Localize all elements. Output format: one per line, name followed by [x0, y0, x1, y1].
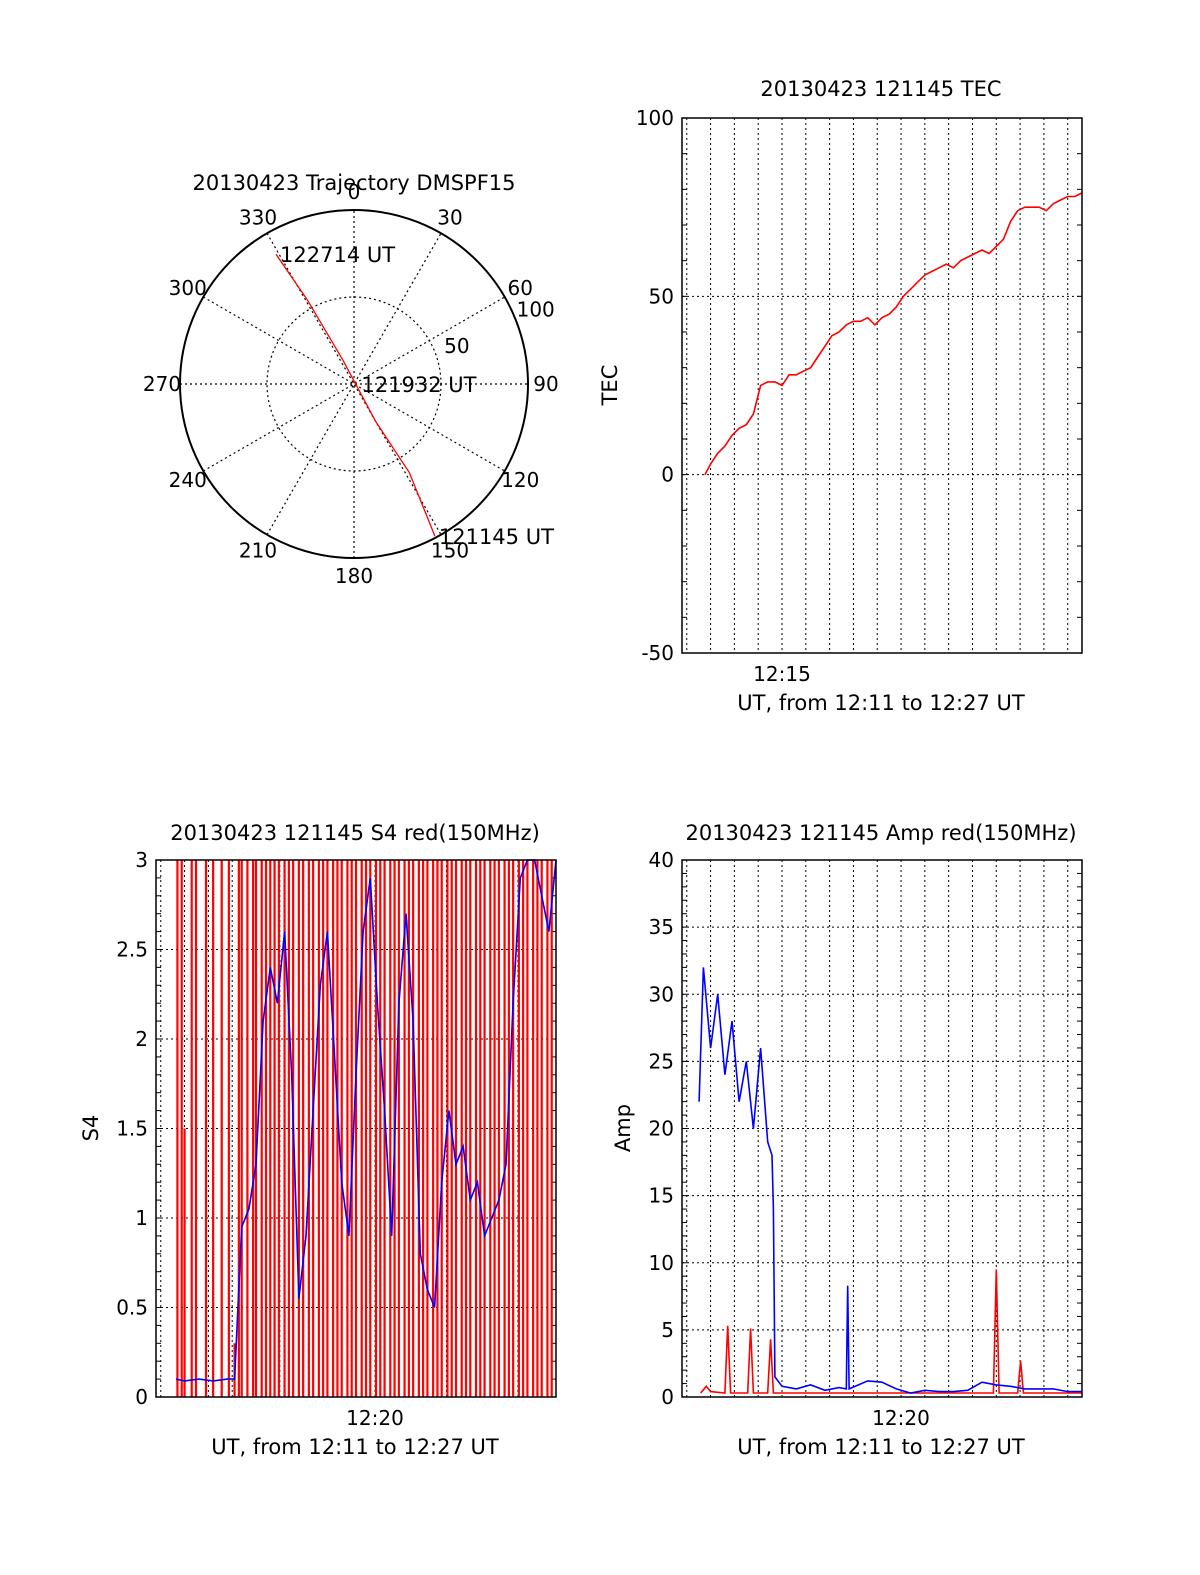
s4-title: 20130423 121145 S4 red(150MHz) — [170, 821, 540, 845]
polar-radius-ticks: 50 100 — [444, 297, 555, 358]
polar-grid-spoke — [203, 296, 505, 472]
polar-angle-tick-label: 210 — [239, 538, 277, 562]
polar-angle-tick-label: 60 — [508, 276, 533, 300]
s4-ytick-label: 0.5 — [116, 1296, 148, 1320]
amp-series-line — [698, 967, 1082, 1394]
polar-grid-spoke — [266, 233, 442, 535]
polar-annotation-label: 121932 UT — [361, 373, 476, 397]
polar-radius-tick-label: 100 — [517, 297, 555, 321]
polar-grid — [179, 209, 529, 559]
polar-title: 20130423 Trajectory DMSPF15 — [192, 171, 515, 195]
polar-trajectory-series — [275, 253, 436, 537]
s4-ylabel: S4 — [79, 1115, 103, 1142]
polar-annotation-label: 121145 UT — [439, 525, 554, 549]
amp-ytick-label: 30 — [649, 982, 674, 1006]
polar-angle-tick-label: 150 — [431, 538, 469, 562]
amp-ytick-label: 20 — [649, 1117, 674, 1141]
amp-ytick-label: 25 — [649, 1049, 674, 1073]
amp-panel: 20130423 121145 Amp red(150MHz) UT, from… — [611, 821, 1083, 1459]
tec-ytick-label: 0 — [661, 463, 674, 487]
amp-xlabel: UT, from 12:11 to 12:27 UT — [737, 1435, 1025, 1459]
polar-angle-tick-label: 30 — [437, 206, 462, 230]
polar-annotations: 122714 UT 121932 UT 121145 UT — [280, 243, 554, 549]
tec-ylabel: TEC — [598, 365, 622, 407]
polar-radius-tick-label: 50 — [444, 334, 469, 358]
amp-ytick-label: 35 — [649, 915, 674, 939]
s4-xlabel: UT, from 12:11 to 12:27 UT — [211, 1435, 499, 1459]
s4-series-line — [175, 859, 557, 1382]
tec-plot-frame — [681, 117, 1083, 654]
tec-xtick-label: 12:15 — [753, 662, 811, 686]
polar-grid-spoke — [266, 233, 442, 535]
tec-series-line — [704, 192, 1083, 476]
tec-xlabel: UT, from 12:11 to 12:27 UT — [737, 691, 1025, 715]
polar-angle-tick-label: 300 — [169, 276, 207, 300]
polar-trajectory-line — [275, 253, 436, 537]
polar-annotation-label: 122714 UT — [280, 243, 395, 267]
polar-angle-tick-label: 270 — [143, 372, 181, 396]
amp-ytick-label: 15 — [649, 1184, 674, 1208]
amp-ylabel: Amp — [611, 1104, 635, 1152]
amp-title: 20130423 121145 Amp red(150MHz) — [685, 821, 1076, 845]
tec-panel: 20130423 121145 TEC UT, from 12:11 to 12… — [598, 77, 1083, 715]
s4-ytick-label: 0 — [135, 1385, 148, 1409]
polar-trajectory-panel: 20130423 Trajectory DMSPF15 0 30 60 90 120 15… — [143, 171, 559, 588]
tec-ytick-label: -50 — [641, 641, 674, 665]
s4-ytick-label: 3 — [135, 848, 148, 872]
tec-ytick-label: 100 — [636, 106, 674, 130]
polar-angle-ticks: 0 30 60 90 120 150 180 210 240 270 300 330 — [143, 180, 559, 588]
polar-angle-tick-label: 120 — [501, 468, 539, 492]
amp-ytick-label: 40 — [649, 848, 674, 872]
polar-angle-tick-label: 180 — [335, 564, 373, 588]
amp-plot-frame — [681, 859, 1083, 1398]
polar-angle-tick-label: 0 — [348, 180, 361, 204]
amp-series-line — [699, 1269, 1082, 1394]
polar-grid-spoke — [203, 296, 505, 472]
amp-xtick-label: 12:20 — [872, 1406, 930, 1430]
polar-angle-tick-label: 240 — [169, 468, 207, 492]
polar-angle-tick-label: 330 — [239, 206, 277, 230]
polar-angle-tick-label: 90 — [533, 372, 558, 396]
s4-xtick-label: 12:20 — [346, 1406, 404, 1430]
s4-ytick-label: 1.5 — [116, 1117, 148, 1141]
tec-title: 20130423 121145 TEC — [760, 77, 1001, 101]
amp-ytick-label: 10 — [649, 1251, 674, 1275]
s4-ytick-label: 2 — [135, 1027, 148, 1051]
tec-ytick-label: 50 — [649, 284, 674, 308]
amp-ytick-label: 0 — [661, 1385, 674, 1409]
s4-panel: 20130423 121145 S4 red(150MHz) UT, from … — [79, 821, 557, 1459]
s4-plot-frame — [155, 859, 557, 1398]
amp-ytick-label: 5 — [661, 1318, 674, 1342]
s4-ytick-label: 2.5 — [116, 938, 148, 962]
s4-ytick-label: 1 — [135, 1206, 148, 1230]
